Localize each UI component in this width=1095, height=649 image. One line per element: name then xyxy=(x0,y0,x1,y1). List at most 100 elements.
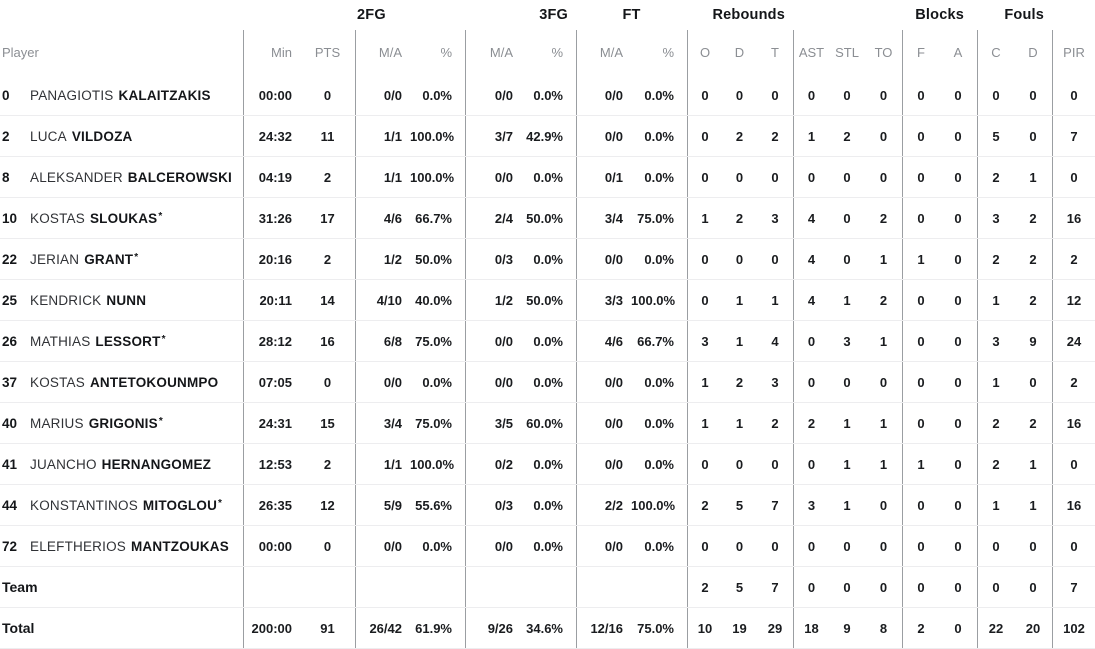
stat-2fg-pct: 0.0% xyxy=(422,374,452,390)
stat-ft-pct: 0.0% xyxy=(644,456,674,472)
table-row[interactable]: 40 MARIUS GRIGONIS * 24:31 15 3/4 75.0% … xyxy=(0,403,1095,444)
table-row[interactable]: 72 ELEFTHERIOS MANTZOUKAS 00:00 0 0/0 0.… xyxy=(0,526,1095,567)
table-row[interactable]: 26 MATHIAS LESSORT * 28:12 16 6/8 75.0% … xyxy=(0,321,1095,362)
stat-reb-t: 0 xyxy=(771,169,779,185)
stat-blk-a: 0 xyxy=(954,374,962,390)
stat-ft-pct: 100.0% xyxy=(631,497,676,513)
stat-blk-a: 0 xyxy=(954,415,962,431)
col-header-blk-a: A xyxy=(953,45,963,60)
stat-to: 0 xyxy=(879,169,888,185)
table-row[interactable]: 10 KOSTAS SLOUKAS * 31:26 17 4/6 66.7% 2… xyxy=(0,198,1095,239)
stat-stl: 1 xyxy=(843,456,851,472)
player-number: 2 xyxy=(2,128,10,144)
stat-foul-c: 3 xyxy=(977,321,1014,361)
stat-blk-a: 0 xyxy=(954,538,962,554)
stat-blk-a: 0 xyxy=(954,333,962,349)
stat-reb-d: 5 xyxy=(735,579,744,595)
player-last-name: SLOUKAS xyxy=(89,210,158,226)
stat-reb-t: 1 xyxy=(771,292,779,308)
stat-ft-ma: 0/0 xyxy=(576,444,631,484)
stat-foul-c: 1 xyxy=(977,485,1014,525)
col-header-2fg-pct: % xyxy=(440,45,452,60)
starter-asterisk: * xyxy=(134,251,139,263)
stat-3fg-ma: 9/26 xyxy=(465,608,521,648)
stat-pts: 11 xyxy=(320,128,335,144)
stat-ast: 2 xyxy=(793,403,829,443)
stat-foul-d: 2 xyxy=(1029,251,1037,267)
col-header-min: Min xyxy=(243,30,300,75)
stat-3fg-ma: 0/0 xyxy=(465,526,521,566)
column-header-row: Player Min PTS M/A % M/A % M/A % O D T A… xyxy=(0,30,1095,75)
table-row[interactable]: 44 KONSTANTINOS MITOGLOU * 26:35 12 5/9 … xyxy=(0,485,1095,526)
row-label: Total xyxy=(2,620,35,636)
stat-foul-d: 2 xyxy=(1029,210,1037,226)
stat-reb-o: 2 xyxy=(687,485,722,525)
stat-to: 1 xyxy=(879,251,888,267)
col-header-player: Player xyxy=(2,45,39,60)
stat-to: 0 xyxy=(879,579,888,595)
table-row[interactable]: 25 KENDRICK NUNN 20:11 14 4/10 40.0% 1/2… xyxy=(0,280,1095,321)
stat-to: 1 xyxy=(879,456,888,472)
stat-foul-d: 2 xyxy=(1029,415,1037,431)
player-name-cell: 40 MARIUS GRIGONIS * xyxy=(0,416,243,431)
stat-to: 0 xyxy=(879,87,888,103)
stat-foul-c: 2 xyxy=(977,403,1014,443)
table-row[interactable]: 8 ALEKSANDER BALCEROWSKI 04:19 2 1/1 100… xyxy=(0,157,1095,198)
stat-2fg-ma: 0/0 xyxy=(355,526,410,566)
stat-ast: 0 xyxy=(793,157,829,197)
stat-to: 0 xyxy=(879,538,888,554)
player-last-name: NUNN xyxy=(106,292,147,308)
stat-stl: 0 xyxy=(843,87,851,103)
stat-blk-f: 0 xyxy=(902,526,939,566)
stat-3fg-ma xyxy=(465,567,521,607)
stat-3fg-pct: 0.0% xyxy=(533,497,563,513)
stat-pir: 7 xyxy=(1052,116,1095,156)
stat-2fg-ma: 1/2 xyxy=(355,239,410,279)
table-row[interactable]: 2 LUCA VILDOZA 24:32 11 1/1 100.0% 3/7 4… xyxy=(0,116,1095,157)
stat-2fg-pct: 100.0% xyxy=(410,456,455,472)
stat-reb-o: 0 xyxy=(687,280,722,320)
table-row[interactable]: 41 JUANCHO HERNANGOMEZ 12:53 2 1/1 100.0… xyxy=(0,444,1095,485)
stat-3fg-pct: 42.9% xyxy=(526,128,563,144)
stat-reb-o: 0 xyxy=(687,157,722,197)
stat-blk-f: 0 xyxy=(902,567,939,607)
player-number: 10 xyxy=(2,210,18,226)
stat-reb-d: 0 xyxy=(735,538,744,554)
stat-2fg-pct: 50.0% xyxy=(415,251,452,267)
stat-pts: 0 xyxy=(323,87,332,103)
table-row[interactable]: 0 PANAGIOTIS KALAITZAKIS 00:00 0 0/0 0.0… xyxy=(0,75,1095,116)
stat-foul-d: 1 xyxy=(1029,169,1037,185)
stat-to: 0 xyxy=(879,497,888,513)
stat-foul-c: 1 xyxy=(977,362,1014,402)
stat-reb-o: 0 xyxy=(687,75,722,115)
stat-reb-d: 2 xyxy=(735,374,744,390)
stat-2fg-ma: 4/10 xyxy=(355,280,410,320)
player-number: 40 xyxy=(2,415,18,431)
stat-reb-t: 3 xyxy=(771,210,779,226)
stat-2fg-ma: 3/4 xyxy=(355,403,410,443)
player-name-cell: 44 KONSTANTINOS MITOGLOU * xyxy=(0,498,243,513)
stat-pts: 2 xyxy=(323,456,332,472)
stat-stl: 2 xyxy=(843,128,851,144)
stat-min: 20:11 xyxy=(243,280,300,320)
group-label-fouls: Fouls xyxy=(1004,7,1044,23)
stat-min: 20:16 xyxy=(243,239,300,279)
col-header-reb-t: T xyxy=(771,45,779,60)
stat-ft-ma: 0/0 xyxy=(576,239,631,279)
stat-2fg-ma: 6/8 xyxy=(355,321,410,361)
table-row[interactable]: 22 JERIAN GRANT * 20:16 2 1/2 50.0% 0/3 … xyxy=(0,239,1095,280)
player-first-name: KENDRICK xyxy=(30,292,102,308)
stat-to: 2 xyxy=(879,292,888,308)
player-last-name: MITOGLOU xyxy=(142,497,218,513)
stat-2fg-ma: 0/0 xyxy=(355,75,410,115)
table-row[interactable]: 37 KOSTAS ANTETOKOUNMPO 07:05 0 0/0 0.0%… xyxy=(0,362,1095,403)
stat-2fg-ma: 1/1 xyxy=(355,116,410,156)
player-first-name: JUANCHO xyxy=(30,456,97,472)
stat-pts: 12 xyxy=(320,497,335,513)
stat-2fg-ma: 1/1 xyxy=(355,444,410,484)
player-last-name: VILDOZA xyxy=(71,128,133,144)
stat-blk-a: 0 xyxy=(954,497,962,513)
stat-2fg-pct: 66.7% xyxy=(415,210,452,226)
stat-blk-a: 0 xyxy=(954,169,962,185)
stat-blk-a: 0 xyxy=(954,87,962,103)
